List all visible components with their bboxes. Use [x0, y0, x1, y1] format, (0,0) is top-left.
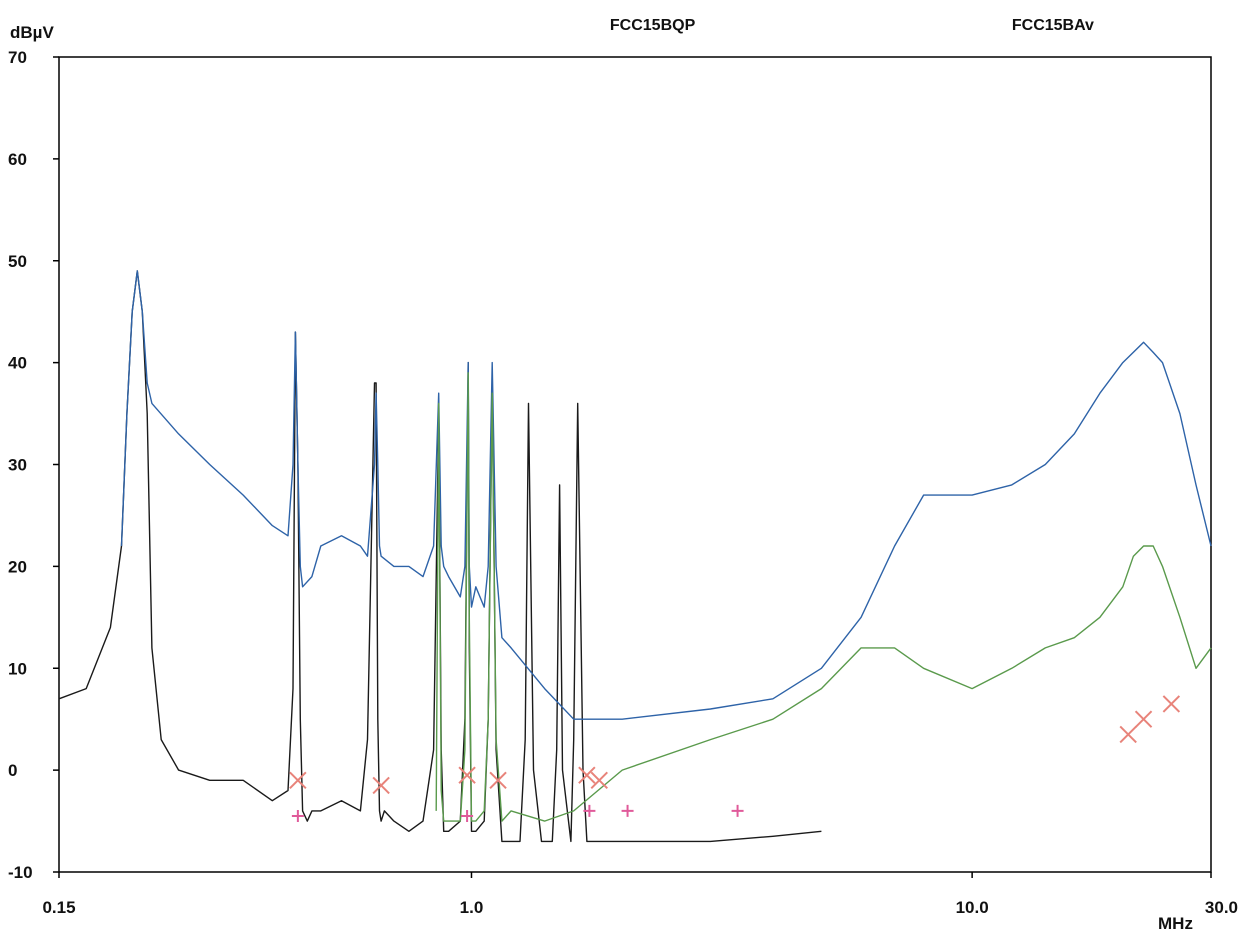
x-tick-label: 1.0 [460, 898, 484, 917]
y-tick-label: 10 [8, 659, 27, 678]
x-axis-label: MHz [1158, 914, 1193, 933]
y-tick-label: 30 [8, 456, 27, 475]
x-tick-label: 10.0 [956, 898, 989, 917]
av-marker [621, 804, 634, 817]
qp-marker [289, 771, 307, 790]
qp-marker [372, 776, 390, 795]
av-marker [461, 809, 474, 822]
y-tick-label: 20 [8, 557, 27, 576]
av-marker [291, 809, 304, 822]
plot-frame [58, 56, 1212, 873]
y-axis-label: dBµV [10, 23, 54, 42]
limit-label: FCC15BQP [610, 17, 696, 34]
y-tick-label: 40 [8, 354, 27, 373]
av-marker [583, 804, 596, 817]
markers-group [289, 695, 1181, 822]
qp-marker [590, 771, 608, 790]
y-tick-label: 70 [8, 48, 27, 67]
y-axis: 70 60 50 40 30 20 10 0 -10 [8, 48, 59, 882]
y-tick-label: 60 [8, 150, 27, 169]
limit-labels: FCC15BQP FCC15BAv [610, 17, 1094, 34]
qp-marker [1119, 725, 1137, 744]
series-line-3 [435, 372, 1212, 822]
x-axis: 0.15 1.0 10.0 30.0 [42, 872, 1238, 917]
av-marker [731, 804, 744, 817]
y-tick-label: 50 [8, 252, 27, 271]
qp-marker [458, 766, 476, 784]
series-group [58, 270, 1212, 843]
limit-label: FCC15BAv [1012, 17, 1094, 34]
series-line-1 [58, 270, 822, 843]
qp-marker [489, 771, 507, 790]
qp-marker [578, 766, 596, 784]
series-line-2 [120, 270, 1212, 720]
qp-marker [1162, 695, 1181, 713]
y-tick-label: 0 [8, 761, 17, 780]
qp-marker [1134, 710, 1153, 728]
y-tick-label: -10 [8, 863, 33, 882]
x-tick-label: 0.15 [42, 898, 75, 917]
x-tick-label: 30.0 [1205, 898, 1238, 917]
